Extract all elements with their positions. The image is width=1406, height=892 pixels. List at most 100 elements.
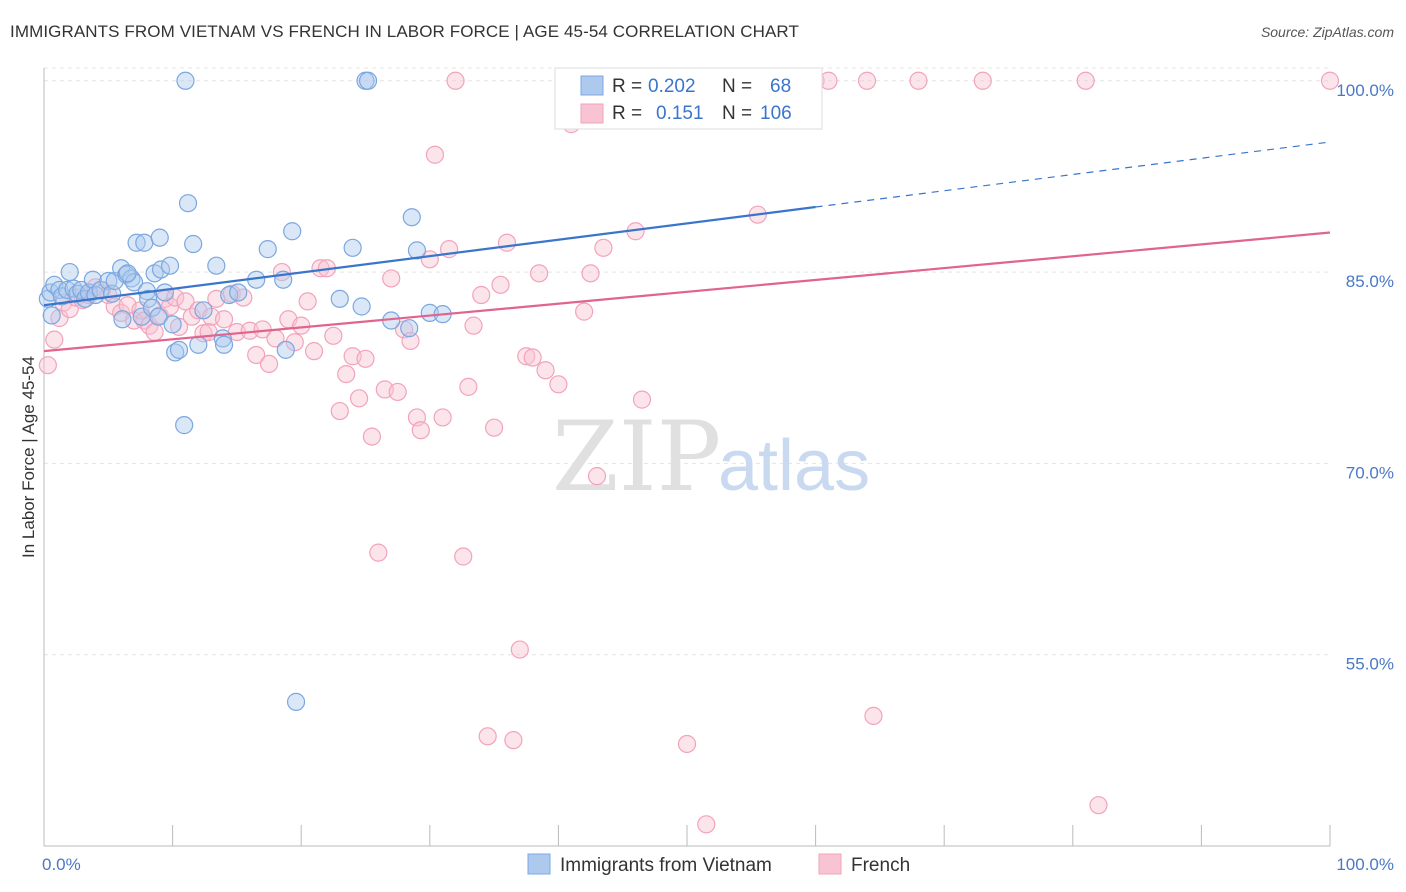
point-french	[214, 310, 234, 329]
point-vietnam	[420, 303, 439, 322]
point-french	[464, 316, 483, 335]
point-vietnam	[150, 228, 169, 247]
x-tick-label-max: 100.0%	[1336, 855, 1394, 874]
point-vietnam	[135, 233, 154, 252]
point-french	[697, 815, 716, 834]
trend-lines	[43, 141, 1331, 353]
point-vietnam	[178, 194, 198, 213]
point-french	[454, 547, 473, 566]
point-vietnam	[189, 335, 208, 354]
point-vietnam	[124, 273, 144, 292]
point-vietnam	[343, 238, 362, 257]
point-french	[369, 543, 388, 562]
legend-r-value-vietnam: 0.202	[648, 76, 696, 97]
point-french	[176, 292, 195, 311]
point-french	[632, 390, 652, 409]
point-vietnam	[194, 301, 213, 320]
point-french	[857, 71, 877, 90]
point-french	[324, 326, 343, 345]
point-french	[523, 348, 542, 367]
point-french	[433, 408, 452, 427]
point-french	[510, 640, 529, 659]
y-tick-label: 85.0%	[1346, 272, 1394, 291]
y-tick-label: 100.0%	[1336, 81, 1394, 100]
point-french	[330, 401, 349, 421]
point-french	[425, 145, 445, 164]
point-french	[973, 71, 992, 90]
point-vietnam	[229, 283, 248, 302]
point-vietnam	[258, 240, 277, 259]
point-french	[411, 421, 430, 440]
point-vietnam	[207, 256, 226, 275]
point-french	[1320, 71, 1340, 90]
point-french	[819, 71, 838, 90]
point-french	[459, 377, 478, 396]
legend-swatch-french	[580, 103, 604, 124]
legend-swatch-vietnam	[580, 75, 604, 96]
point-french	[337, 364, 356, 384]
point-french	[349, 389, 369, 408]
bottom-legend-label-french: French	[851, 855, 910, 876]
point-vietnam	[214, 335, 234, 354]
trend-line-french	[43, 231, 1331, 353]
legend-n-value-vietnam: 68	[770, 76, 791, 97]
watermark-zip: ZIP	[552, 401, 721, 513]
point-french	[581, 264, 600, 283]
point-french	[446, 71, 465, 90]
point-vietnam	[330, 289, 349, 308]
point-vietnam	[400, 319, 419, 338]
point-vietnam	[407, 241, 427, 260]
stats-legend: R = 0.202 N = 68 R = 0.151 N = 106	[554, 67, 823, 130]
point-vietnam	[42, 306, 61, 325]
point-french	[362, 427, 382, 446]
point-french	[45, 330, 64, 349]
series-legend: Immigrants from Vietnam French	[527, 853, 910, 876]
point-vietnam	[163, 315, 182, 334]
point-vietnam	[83, 270, 102, 289]
trend-line-vietnam	[43, 205, 816, 307]
point-vietnam	[184, 234, 203, 254]
point-vietnam	[151, 260, 171, 279]
point-french	[530, 264, 549, 283]
point-french	[304, 342, 324, 361]
point-vietnam	[283, 222, 302, 241]
legend-r-label-vietnam: R =	[612, 76, 642, 97]
y-axis-label: In Labor Force | Age 45-54	[19, 356, 38, 558]
legend-r-label-french: R =	[612, 103, 642, 124]
point-french	[478, 727, 497, 746]
legend-n-value-french: 106	[760, 103, 792, 124]
point-vietnam	[118, 264, 137, 283]
point-french	[549, 375, 568, 394]
y-tick-label: 70.0%	[1346, 463, 1394, 482]
point-french	[1089, 796, 1108, 815]
point-french	[536, 361, 555, 380]
point-vietnam	[402, 208, 421, 227]
point-french	[298, 292, 317, 311]
y-axis-tick-labels: 100.0% 85.0% 70.0% 55.0%	[1336, 81, 1394, 674]
x-axis-ticks	[172, 825, 1331, 846]
point-vietnam	[160, 256, 180, 275]
bottom-legend-swatch-french	[818, 853, 842, 875]
point-vietnam	[286, 692, 306, 711]
point-french	[587, 467, 607, 486]
point-french	[497, 233, 517, 252]
point-french	[247, 345, 266, 365]
point-french	[491, 275, 510, 294]
point-vietnam	[60, 262, 79, 282]
legend-n-label-vietnam: N =	[722, 76, 752, 97]
point-french	[388, 382, 407, 402]
point-vietnam	[113, 310, 132, 329]
point-french	[909, 71, 928, 90]
bottom-legend-label-vietnam: Immigrants from Vietnam	[560, 855, 772, 876]
point-french	[504, 731, 523, 750]
point-french	[1076, 71, 1095, 90]
point-vietnam	[176, 71, 195, 90]
point-french	[259, 354, 279, 373]
point-french	[575, 302, 594, 321]
point-french	[517, 347, 536, 366]
point-french	[356, 349, 375, 368]
point-vietnam	[149, 307, 168, 326]
gridlines	[44, 67, 1330, 656]
point-vietnam	[175, 416, 194, 435]
